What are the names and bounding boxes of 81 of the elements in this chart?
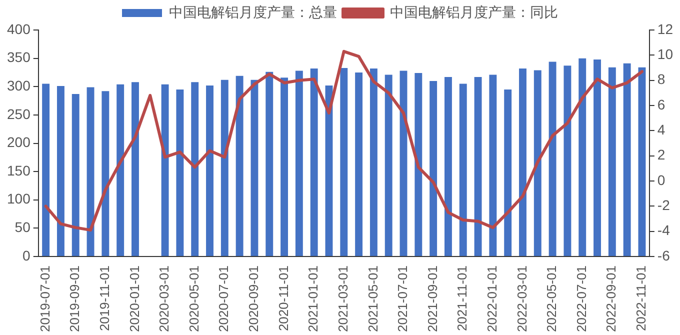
y2-tick-label: 0 [657, 172, 666, 188]
y-tick-label: 150 [7, 162, 31, 178]
x-tick-label: 2020-11-01 [276, 266, 291, 332]
bar [250, 80, 258, 256]
x-tick-label: 2022-09-01 [604, 266, 619, 332]
x-tick-label: 2021-03-01 [335, 266, 350, 332]
bar [459, 84, 467, 256]
bar [504, 89, 512, 256]
x-tick-label: 2019-11-01 [97, 266, 112, 332]
x-tick-label: 2021-09-01 [424, 266, 440, 332]
y-tick-label: 50 [14, 219, 31, 236]
x-tick-label: 2020-07-01 [216, 266, 232, 332]
legend-label: 中国电解铝月度产量：总量 [169, 4, 337, 20]
bar [161, 84, 169, 256]
bar [102, 91, 110, 256]
y-tick-label: 0 [22, 247, 31, 264]
bar [638, 67, 646, 256]
bar [340, 68, 348, 256]
x-tick-label: 2022-11-01 [634, 266, 649, 332]
bar [220, 80, 228, 256]
bar [519, 68, 526, 256]
x-tick-label: 2022-03-01 [514, 266, 530, 332]
bar [430, 80, 438, 256]
bar [236, 76, 244, 256]
x-tick-label: 2020-03-01 [156, 266, 172, 332]
x-tick-label: 2021-05-01 [365, 266, 380, 332]
bar [116, 84, 124, 256]
bar [132, 82, 139, 256]
y-tick-label: 400 [7, 20, 31, 37]
bar [608, 67, 616, 256]
x-tick-label: 2022-07-01 [574, 266, 589, 332]
bar [355, 72, 363, 256]
bar [548, 62, 556, 256]
x-tick-label: 2022-05-01 [544, 266, 560, 332]
bar [280, 78, 288, 256]
y-tick-label: 250 [7, 106, 31, 122]
x-tick-label: 2019-09-01 [67, 266, 82, 332]
x-tick-label: 2021-01-01 [306, 266, 321, 332]
bar [72, 94, 80, 256]
bar [370, 68, 378, 256]
x-tick-label: 2020-09-01 [246, 266, 262, 332]
bar [176, 89, 184, 256]
y2-tick-label: 8 [657, 71, 666, 88]
x-tick-label: 2022-01-01 [484, 266, 500, 332]
y2-tick-label: -2 [657, 197, 670, 214]
bar [564, 66, 572, 256]
x-tick-label: 2020-01-01 [126, 266, 142, 332]
x-tick-label: 2021-11-01 [454, 266, 470, 332]
legend-label: 中国电解铝月度产量：同比 [390, 4, 558, 20]
y-tick-label: 300 [7, 77, 31, 94]
bar [578, 58, 586, 256]
bar [56, 86, 64, 256]
y2-tick-label: 4 [657, 122, 666, 138]
x-tick-label: 2019-07-01 [37, 266, 52, 332]
bar [534, 70, 542, 256]
y2-tick-label: 12 [657, 20, 674, 37]
bar [42, 84, 50, 256]
y2-tick-label: -4 [657, 222, 670, 238]
bar [414, 73, 422, 256]
bar [191, 82, 199, 256]
bar [206, 85, 214, 256]
bar [594, 59, 601, 256]
bar [623, 63, 631, 256]
y-tick-label: 100 [7, 190, 31, 207]
bar [474, 77, 482, 256]
bar [489, 74, 497, 256]
y2-tick-label: 6 [657, 96, 666, 112]
y-tick-label: 350 [7, 49, 31, 66]
bar [86, 87, 94, 256]
bar [310, 68, 318, 256]
x-tick-label: 2020-05-01 [186, 266, 202, 332]
y-tick-label: 200 [7, 134, 31, 150]
bar [384, 74, 392, 256]
bar [444, 77, 452, 256]
y2-tick-label: -6 [657, 247, 670, 264]
bar [266, 72, 274, 256]
bar [295, 70, 303, 256]
y2-tick-label: 2 [657, 146, 666, 163]
bar [400, 70, 408, 256]
y2-tick-label: 10 [657, 46, 674, 62]
x-tick-label: 2021-07-01 [395, 266, 410, 332]
